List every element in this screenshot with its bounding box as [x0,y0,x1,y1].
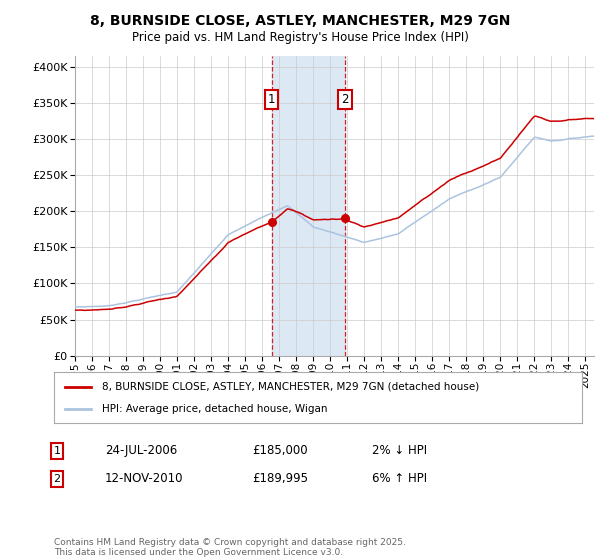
Text: 12-NOV-2010: 12-NOV-2010 [105,472,184,486]
Text: 2% ↓ HPI: 2% ↓ HPI [372,444,427,458]
Text: 2: 2 [341,93,349,106]
Text: HPI: Average price, detached house, Wigan: HPI: Average price, detached house, Wiga… [101,404,327,414]
Text: £189,995: £189,995 [252,472,308,486]
Text: 1: 1 [268,93,275,106]
Bar [272,56,345,356]
Text: Price paid vs. HM Land Registry's House Price Index (HPI): Price paid vs. HM Land Registry's House … [131,31,469,44]
Text: 6% ↑ HPI: 6% ↑ HPI [372,472,427,486]
Text: 1: 1 [53,446,61,456]
Text: Contains HM Land Registry data © Crown copyright and database right 2025.
This d: Contains HM Land Registry data © Crown c… [54,538,406,557]
Text: 2: 2 [53,474,61,484]
Text: 8, BURNSIDE CLOSE, ASTLEY, MANCHESTER, M29 7GN: 8, BURNSIDE CLOSE, ASTLEY, MANCHESTER, M… [90,14,510,28]
Text: 8, BURNSIDE CLOSE, ASTLEY, MANCHESTER, M29 7GN (detached house): 8, BURNSIDE CLOSE, ASTLEY, MANCHESTER, M… [101,381,479,391]
Text: £185,000: £185,000 [252,444,308,458]
Text: 24-JUL-2006: 24-JUL-2006 [105,444,177,458]
